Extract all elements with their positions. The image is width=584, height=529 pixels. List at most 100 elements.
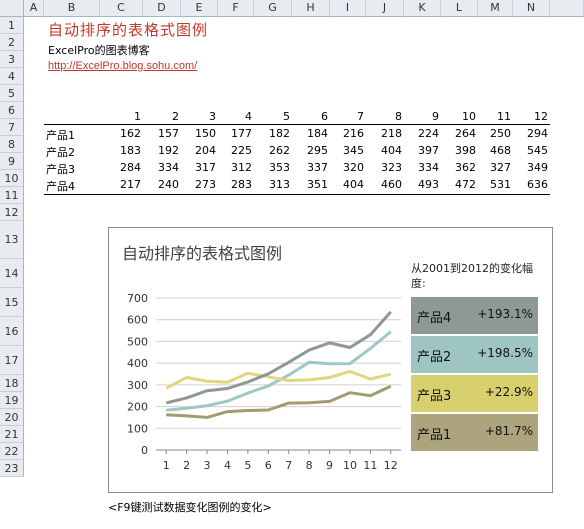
table-cell: 334	[418, 161, 439, 174]
table-top-rule	[44, 124, 550, 125]
table-cell: 264	[455, 127, 476, 140]
row-header-17[interactable]: 17	[0, 346, 24, 375]
legend-change-pct: +198.5%	[477, 346, 533, 360]
legend-entry: 产品2 +198.5%	[411, 336, 538, 373]
table-cell: 218	[381, 127, 402, 140]
column-header-B[interactable]: B	[44, 0, 100, 17]
legend-entry: 产品3 +22.9%	[411, 375, 538, 412]
row-header-12[interactable]: 12	[0, 204, 24, 221]
column-header-C[interactable]: C	[100, 0, 143, 17]
column-header-L[interactable]: L	[441, 0, 478, 17]
column-header-M[interactable]: M	[478, 0, 513, 17]
table-cell: 327	[490, 161, 511, 174]
column-header-I[interactable]: I	[330, 0, 366, 17]
table-cell: 294	[527, 127, 548, 140]
series-line	[165, 369, 392, 390]
y-tick-label: 400	[127, 357, 148, 370]
row-header-11[interactable]: 11	[0, 187, 24, 204]
table-cell: 460	[381, 178, 402, 191]
x-tick-label: 1	[163, 459, 170, 472]
row-header-8[interactable]: 8	[0, 136, 24, 153]
table-cell: 545	[527, 144, 548, 157]
table-cell: 184	[307, 127, 328, 140]
row-header-7[interactable]: 7	[0, 119, 24, 136]
table-cell: 250	[490, 127, 511, 140]
table-cell: 204	[195, 144, 216, 157]
row-header-22[interactable]: 22	[0, 443, 24, 460]
x-tick-label: 12	[384, 459, 398, 472]
row-header-10[interactable]: 10	[0, 170, 24, 187]
x-tick-label: 9	[326, 459, 333, 472]
column-header-H[interactable]: H	[292, 0, 330, 17]
row-header-3[interactable]: 3	[0, 51, 24, 68]
row-header-23[interactable]: 23	[0, 460, 24, 477]
row-header-9[interactable]: 9	[0, 153, 24, 170]
row-header-2[interactable]: 2	[0, 34, 24, 51]
table-row-label: 产品4	[46, 180, 75, 193]
x-tick-label: 5	[244, 459, 251, 472]
table-cell: 317	[195, 161, 216, 174]
row-header-5[interactable]: 5	[0, 85, 24, 102]
x-tick-label: 11	[363, 459, 377, 472]
footer-note: <F9键测试数据变化图例的变化>	[108, 501, 272, 514]
row-header-18[interactable]: 18	[0, 375, 24, 392]
table-row-label: 产品3	[46, 163, 75, 176]
table-header-cell: 4	[245, 110, 252, 123]
table-header-cell: 10	[462, 110, 476, 123]
series-line	[166, 330, 392, 412]
table-row-label: 产品2	[46, 146, 75, 159]
x-tick-label: 2	[183, 459, 190, 472]
column-header-J[interactable]: J	[366, 0, 404, 17]
column-header-A[interactable]: A	[24, 0, 44, 17]
x-tick-label: 10	[343, 459, 357, 472]
row-header-15[interactable]: 15	[0, 288, 24, 317]
sheet-subtitle: ExcelPro的图表博客	[48, 44, 150, 57]
row-header-14[interactable]: 14	[0, 259, 24, 288]
row-header-1[interactable]: 1	[0, 17, 24, 34]
x-tick-label: 7	[285, 459, 292, 472]
column-header-overflow	[550, 0, 584, 17]
table-cell: 351	[307, 178, 328, 191]
row-header-13[interactable]: 13	[0, 221, 24, 259]
row-header-21[interactable]: 21	[0, 426, 24, 443]
table-cell: 225	[231, 144, 252, 157]
table-header-cell: 2	[172, 110, 179, 123]
y-tick-label: 0	[141, 444, 148, 457]
table-cell: 313	[269, 178, 290, 191]
y-tick-label: 300	[127, 379, 148, 392]
table-cell: 345	[343, 144, 364, 157]
select-all-corner[interactable]	[0, 0, 24, 17]
column-header-D[interactable]: D	[143, 0, 181, 17]
column-header-E[interactable]: E	[181, 0, 218, 17]
y-tick-label: 700	[127, 292, 148, 305]
table-cell: 273	[195, 178, 216, 191]
row-header-20[interactable]: 20	[0, 409, 24, 426]
column-header-K[interactable]: K	[404, 0, 441, 17]
table-cell: 295	[307, 144, 328, 157]
table-cell: 468	[490, 144, 511, 157]
row-header-6[interactable]: 6	[0, 102, 24, 119]
table-cell: 362	[455, 161, 476, 174]
table-header-cell: 7	[357, 110, 364, 123]
table-header-cell: 3	[209, 110, 216, 123]
table-cell: 216	[343, 127, 364, 140]
row-header-4[interactable]: 4	[0, 68, 24, 85]
column-header-F[interactable]: F	[218, 0, 254, 17]
column-header-G[interactable]: G	[254, 0, 292, 17]
series-line	[165, 310, 392, 405]
column-header-N[interactable]: N	[513, 0, 550, 17]
row-header-19[interactable]: 19	[0, 392, 24, 409]
table-cell: 334	[158, 161, 179, 174]
table-cell: 283	[231, 178, 252, 191]
table-header-cell: 9	[432, 110, 439, 123]
table-cell: 337	[307, 161, 328, 174]
table-cell: 240	[158, 178, 179, 191]
chart-note: 从2001到2012的变化幅度:	[411, 262, 533, 290]
row-header-16[interactable]: 16	[0, 317, 24, 346]
chart-object[interactable]: 自动排序的表格式图例 0 100 200 300 400 500 600 700 1 2 3 4 5 6 7…	[108, 227, 553, 493]
legend-series-name: 产品4	[417, 311, 452, 326]
blog-link[interactable]: http://ExcelPro.blog.sohu.com/	[48, 60, 198, 72]
table-cell: 183	[120, 144, 141, 157]
table-cell: 531	[490, 178, 511, 191]
